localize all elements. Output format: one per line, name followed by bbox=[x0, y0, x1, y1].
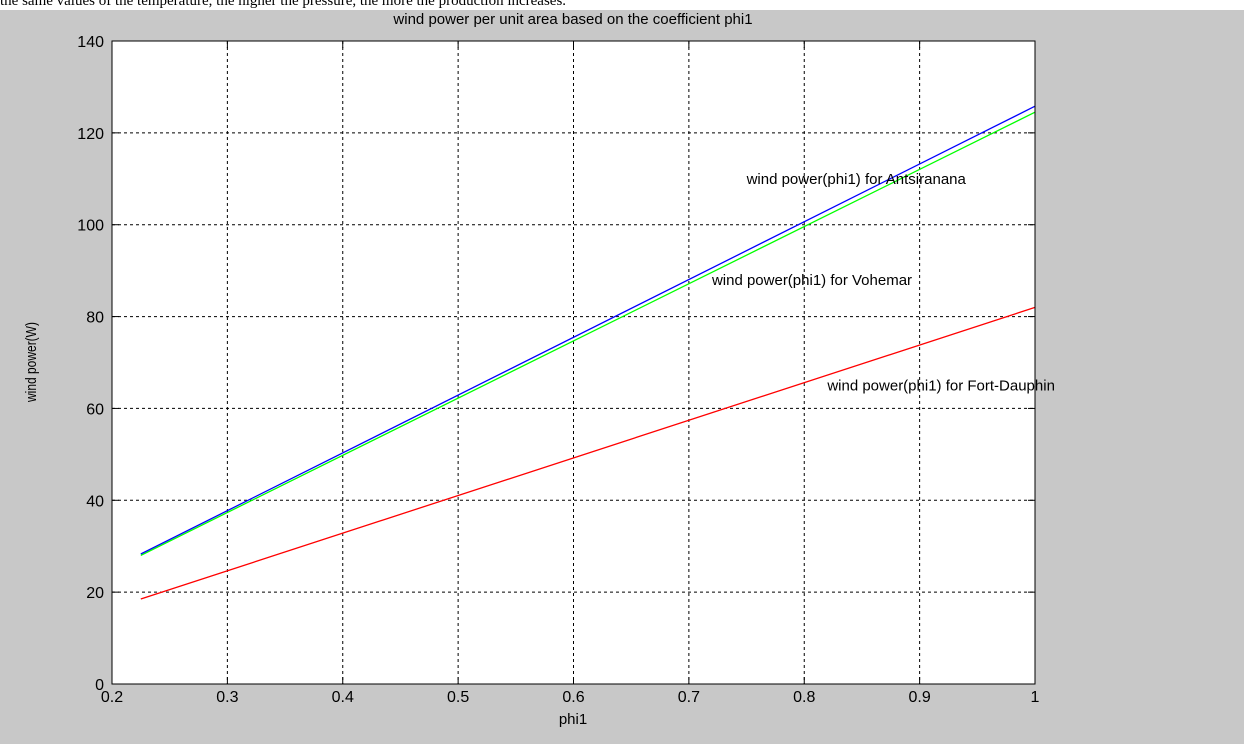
annotation-3: wind power(phi1) for Fort-Dauphin bbox=[826, 377, 1055, 394]
axis-ticks bbox=[111, 40, 1036, 685]
tick-labels: 0.2 0.3 0.4 0.5 0.6 0.7 0.8 0.9 1 0 20 40 60 80 100 120… bbox=[77, 34, 1039, 706]
y-tick-label: 80 bbox=[86, 310, 104, 327]
x-tick-label: 0.5 bbox=[447, 689, 469, 706]
grid-lines bbox=[112, 41, 1035, 684]
y-tick-label: 0 bbox=[95, 677, 104, 694]
x-axis-label: phi1 bbox=[559, 711, 587, 728]
x-tick-label: 1 bbox=[1031, 689, 1040, 706]
x-tick-label: 0.9 bbox=[909, 689, 931, 706]
annotation-1: wind power(phi1) for Antsiranana bbox=[746, 171, 967, 188]
caption-fragment: the same values of the temperature, the … bbox=[0, 0, 567, 9]
series-line-3 bbox=[140, 306, 1036, 600]
x-tick-label: 0.7 bbox=[678, 689, 700, 706]
y-tick-label: 20 bbox=[86, 585, 104, 602]
chart-title: wind power per unit area based on the co… bbox=[392, 11, 752, 28]
x-tick-label: 0.2 bbox=[101, 689, 123, 706]
y-axis-label: wind power(W) bbox=[23, 322, 40, 403]
series-lines bbox=[140, 105, 1036, 600]
x-tick-label: 0.8 bbox=[793, 689, 815, 706]
y-tick-label: 120 bbox=[77, 126, 104, 143]
x-tick-label: 0.3 bbox=[216, 689, 238, 706]
annotations: wind power(phi1) for Antsiranana wind pow… bbox=[711, 171, 1055, 395]
series-line-1 bbox=[140, 105, 1036, 555]
x-tick-label: 0.4 bbox=[332, 689, 354, 706]
y-tick-label: 60 bbox=[86, 401, 104, 418]
annotation-2: wind power(phi1) for Vohemar bbox=[711, 272, 912, 289]
y-tick-label: 140 bbox=[77, 34, 104, 51]
y-tick-label: 40 bbox=[86, 493, 104, 510]
x-tick-label: 0.6 bbox=[562, 689, 584, 706]
y-tick-label: 100 bbox=[77, 218, 104, 235]
series-line-2 bbox=[140, 111, 1036, 556]
